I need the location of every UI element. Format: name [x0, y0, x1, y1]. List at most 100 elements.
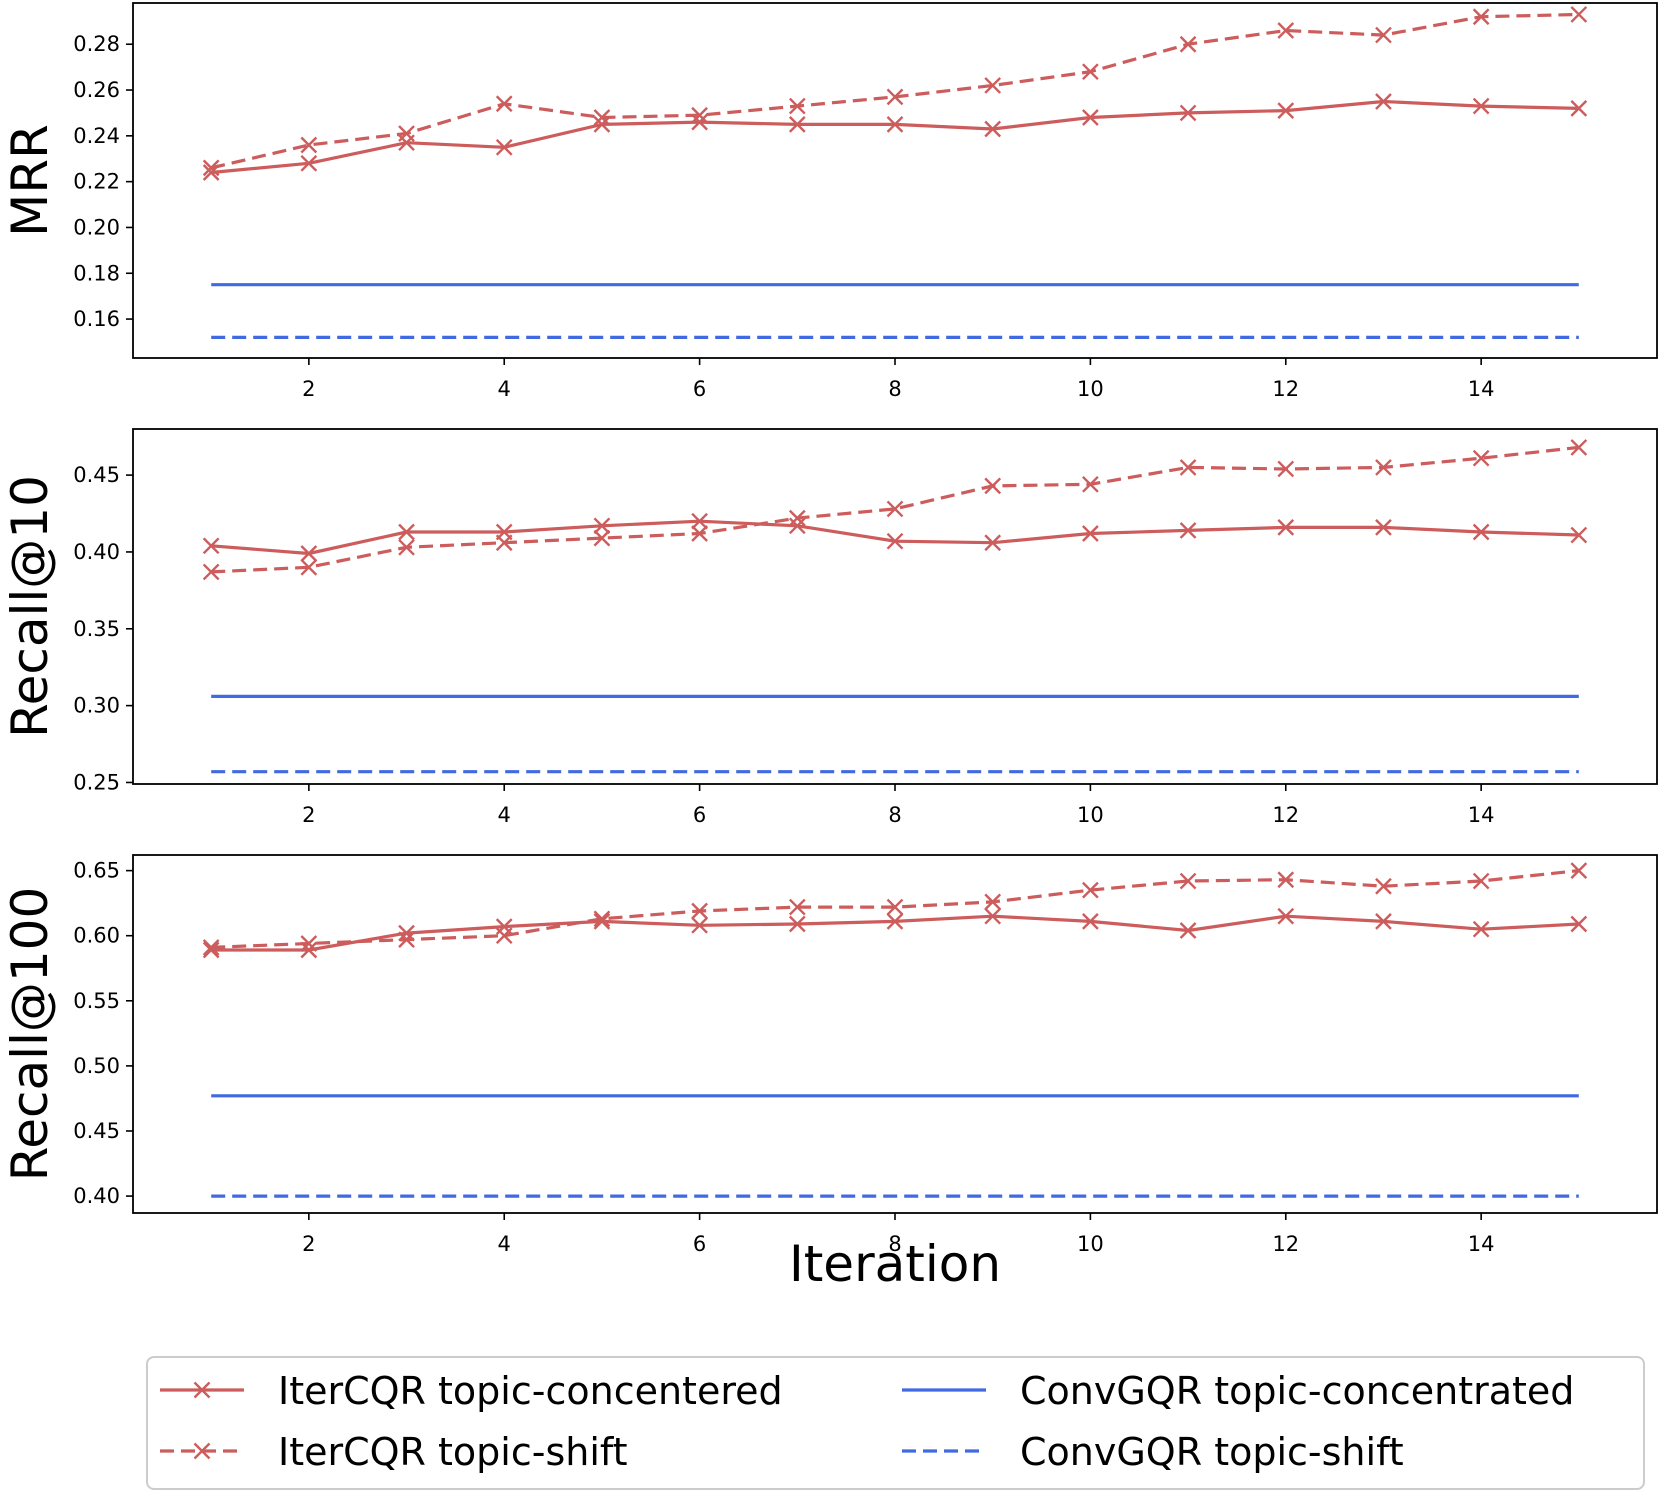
data-point: [1082, 63, 1099, 81]
x-tick-label: 4: [498, 377, 511, 401]
legend-item-2: ConvGQR topic-concentrated: [902, 1369, 1574, 1413]
legend-box: [146, 1356, 1645, 1490]
data-point: [398, 523, 415, 541]
data-point: [300, 545, 318, 562]
data-point: [495, 927, 513, 945]
series-line-2: [211, 445, 1579, 574]
data-point: [691, 916, 708, 934]
data-point: [1375, 519, 1392, 536]
legend-label: ConvGQR topic-concentrated: [1020, 1369, 1574, 1413]
data-point: [984, 893, 1002, 911]
data-point: [300, 558, 318, 576]
y-tick-label: 0.40: [73, 1184, 120, 1208]
data-point: [495, 138, 513, 156]
x-tick-label: 4: [498, 803, 511, 827]
y-tick-label: 0.20: [73, 215, 120, 239]
data-point: [300, 136, 318, 154]
data-point: [1179, 459, 1197, 476]
data-point: [886, 500, 904, 518]
legend-marker: [193, 1381, 211, 1399]
data-point: [1179, 922, 1197, 939]
data-point: [1277, 907, 1295, 925]
x-tick-label: 14: [1468, 377, 1495, 401]
data-point: [593, 910, 611, 928]
data-point: [1277, 460, 1295, 478]
data-point: [1375, 877, 1392, 895]
y-tick-label: 0.24: [73, 124, 120, 148]
data-point: [202, 939, 220, 956]
data-point: [788, 517, 806, 535]
data-point: [1472, 449, 1490, 467]
data-point: [593, 109, 611, 126]
data-point: [495, 95, 513, 113]
y-tick-label: 0.28: [73, 32, 120, 56]
data-point: [300, 154, 318, 172]
data-point: [593, 517, 611, 535]
data-point: [691, 902, 708, 920]
chart-panel-1: 2 4 6 8 10 12 14 0.16 0.18 0.20 0.22 0.24 0.26 0.28 MR…: [1, 2, 1658, 401]
legend-label: IterCQR topic-concentered: [278, 1369, 783, 1413]
data-point: [1179, 522, 1197, 539]
y-tick-label: 0.50: [73, 1054, 120, 1078]
y-tick-label: 0.40: [73, 540, 120, 564]
y-tick-label: 0.30: [73, 694, 120, 718]
data-point: [1472, 523, 1490, 541]
y-tick-label: 0.35: [73, 617, 120, 641]
data-point: [1082, 475, 1099, 493]
data-point: [691, 113, 708, 131]
y-tick-label: 0.45: [73, 1119, 120, 1143]
data-point: [1277, 102, 1295, 119]
x-tick-label: 4: [498, 1232, 511, 1256]
y-axis-label: Recall@10: [1, 475, 59, 738]
data-point: [1375, 913, 1392, 930]
data-point: [886, 116, 904, 133]
y-tick-label: 0.65: [73, 859, 120, 883]
y-tick-label: 0.22: [73, 170, 120, 194]
data-point: [1570, 439, 1588, 456]
data-point: [1375, 26, 1392, 44]
plot-frame: [132, 2, 1658, 359]
y-tick-label: 0.55: [73, 989, 120, 1013]
x-tick-label: 10: [1077, 1232, 1104, 1256]
legend: IterCQR topic-concentered ConvGQR topic-c…: [146, 1356, 1645, 1490]
data-point: [398, 125, 415, 142]
data-point: [886, 88, 904, 106]
data-point: [1570, 862, 1588, 879]
x-tick-label: 14: [1468, 1232, 1495, 1256]
series-line-2: [211, 869, 1579, 949]
x-tick-label: 14: [1468, 803, 1495, 827]
x-tick-label: 8: [888, 803, 901, 827]
plot-frame: [132, 428, 1658, 785]
data-point: [398, 538, 415, 556]
x-tick-label: 12: [1272, 803, 1299, 827]
data-point: [788, 509, 806, 527]
x-tick-label: 2: [302, 1232, 315, 1256]
data-point: [1570, 100, 1588, 117]
data-point: [1277, 871, 1295, 889]
legend-item-1: IterCQR topic-concentered: [160, 1369, 783, 1413]
chart-panel-2: 2 4 6 8 10 12 14 0.25 0.30 0.35 0.40 0.45 Recall@10: [1, 428, 1658, 827]
y-tick-label: 0.60: [73, 924, 120, 948]
series-line-2: [210, 12, 1579, 170]
y-tick-label: 0.16: [73, 307, 120, 331]
data-point: [202, 941, 220, 959]
data-point: [300, 935, 318, 952]
data-point: [202, 563, 220, 581]
data-point: [788, 915, 806, 933]
legend-item-4: ConvGQR topic-shift: [902, 1430, 1404, 1474]
data-point: [593, 116, 611, 133]
legend-label: ConvGQR topic-shift: [1020, 1430, 1404, 1474]
x-tick-label: 2: [302, 803, 315, 827]
series-line-1: [211, 519, 1579, 556]
data-point: [1082, 525, 1099, 542]
legend-item-3: IterCQR topic-shift: [160, 1430, 628, 1474]
legend-label: IterCQR topic-shift: [278, 1430, 628, 1474]
data-point: [1570, 6, 1588, 23]
data-point: [1082, 913, 1099, 930]
data-point: [593, 913, 611, 930]
data-point: [1082, 881, 1099, 899]
x-tick-label: 8: [888, 377, 901, 401]
data-point: [202, 159, 220, 177]
data-point: [1472, 97, 1490, 115]
